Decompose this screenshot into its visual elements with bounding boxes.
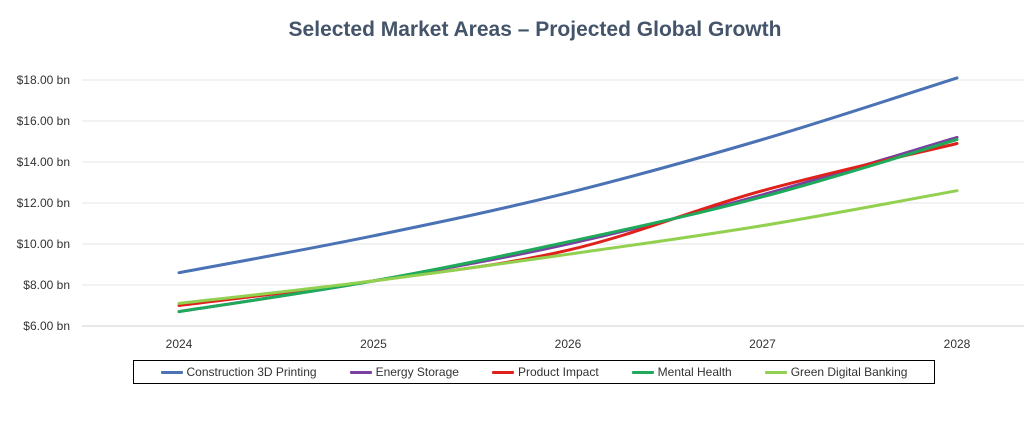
x-axis-ticks: 2024 2025 2026 2027 2028 bbox=[166, 337, 971, 351]
series-line-green-digital-banking bbox=[177, 189, 959, 305]
chart-title: Selected Market Areas – Projected Global… bbox=[289, 18, 782, 41]
y-tick-label: $6.00 bn bbox=[23, 319, 70, 333]
x-tick-label: 2028 bbox=[944, 337, 971, 351]
y-tick-label: $14.00 bn bbox=[17, 155, 70, 169]
legend-swatch bbox=[349, 370, 372, 374]
legend-swatch bbox=[491, 370, 514, 374]
series-lines bbox=[177, 76, 959, 314]
legend-label: Construction 3D Printing bbox=[186, 365, 317, 379]
series-line-construction-3d-printing bbox=[177, 76, 959, 275]
legend-item-green-digital-banking: Green Digital Banking bbox=[764, 365, 908, 379]
legend-item-construction-3d-printing: Construction 3D Printing bbox=[160, 365, 317, 379]
legend-label: Mental Health bbox=[657, 365, 732, 379]
legend-label: Green Digital Banking bbox=[790, 365, 908, 379]
legend-item-mental-health: Mental Health bbox=[631, 365, 732, 379]
series-line-product-impact bbox=[177, 142, 959, 307]
legend: Construction 3D Printing Energy Storage Pr… bbox=[133, 360, 935, 384]
legend-label: Energy Storage bbox=[375, 365, 459, 379]
legend-item-energy-storage: Energy Storage bbox=[349, 365, 459, 379]
y-tick-label: $12.00 bn bbox=[17, 196, 70, 210]
x-tick-label: 2027 bbox=[749, 337, 776, 351]
y-tick-label: $8.00 bn bbox=[23, 278, 70, 292]
x-tick-label: 2026 bbox=[555, 337, 582, 351]
y-axis-ticks: $6.00 bn $8.00 bn $10.00 bn $12.00 bn $14.00… bbox=[17, 73, 70, 333]
legend-swatch bbox=[160, 370, 183, 374]
x-tick-label: 2025 bbox=[360, 337, 387, 351]
legend-swatch bbox=[631, 370, 654, 374]
x-tick-label: 2024 bbox=[166, 337, 193, 351]
y-tick-label: $18.00 bn bbox=[17, 73, 70, 87]
y-tick-label: $16.00 bn bbox=[17, 114, 70, 128]
legend-label: Product Impact bbox=[517, 365, 599, 379]
legend-swatch bbox=[764, 370, 787, 374]
legend-item-product-impact: Product Impact bbox=[491, 365, 599, 379]
series-line-mental-health bbox=[177, 138, 959, 314]
y-tick-label: $10.00 bn bbox=[17, 237, 70, 251]
